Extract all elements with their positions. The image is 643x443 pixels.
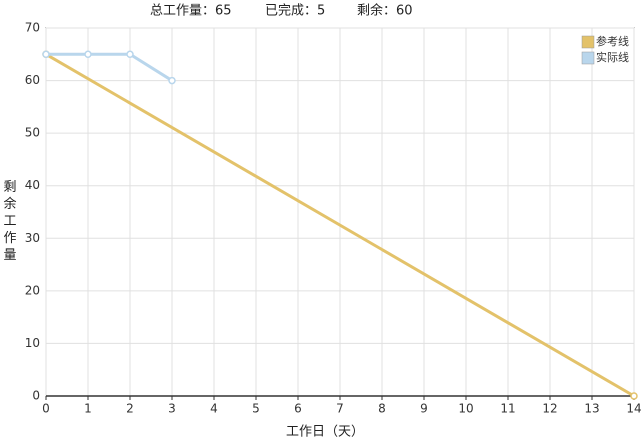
x-tick-label: 5 (252, 402, 260, 416)
x-tick-label: 13 (584, 402, 599, 416)
x-tick-label: 3 (168, 402, 176, 416)
y-tick-label: 60 (25, 73, 40, 87)
summary-item: 剩余：60 (357, 3, 413, 19)
point (168, 76, 176, 85)
y-axis-title: 剩余工作量 (1, 180, 17, 265)
y-tick-label: 30 (25, 231, 40, 245)
x-tick-label: 10 (458, 402, 473, 416)
series-line (46, 52, 173, 82)
y-tick-label: 20 (25, 283, 40, 297)
x-tick-label: 11 (500, 402, 515, 416)
legend-swatch[interactable] (581, 51, 595, 65)
y-tick-label: 0 (32, 389, 40, 403)
legend-swatch[interactable] (581, 35, 595, 49)
x-tick-label: 1 (84, 402, 92, 416)
point (126, 50, 134, 59)
x-tick-label: 6 (294, 402, 302, 416)
point (84, 50, 92, 59)
x-tick-label: 14 (626, 402, 641, 416)
summary-item: 已完成：5 (265, 4, 325, 19)
y-tick-label: 70 (25, 21, 40, 35)
point (42, 50, 50, 59)
y-tick-label: 50 (25, 126, 40, 140)
x-tick-label: 8 (378, 402, 386, 416)
series-line (45, 52, 635, 398)
y-tick-label: 10 (25, 336, 40, 350)
legend-label[interactable]: 参考线 (596, 34, 629, 48)
x-axis-title: 工作日（天） (286, 425, 364, 440)
x-tick-label: 12 (542, 402, 557, 416)
x-tick-label: 7 (336, 402, 344, 416)
x-tick-label: 9 (420, 402, 428, 416)
y-tick-label: 40 (25, 178, 40, 192)
x-tick-label: 4 (210, 402, 218, 416)
point (630, 392, 638, 400)
x-tick-label: 2 (126, 402, 134, 416)
legend-label[interactable]: 实际线 (596, 50, 629, 64)
x-tick-label: 0 (42, 402, 50, 416)
summary-item: 总工作量：65 (150, 4, 232, 19)
